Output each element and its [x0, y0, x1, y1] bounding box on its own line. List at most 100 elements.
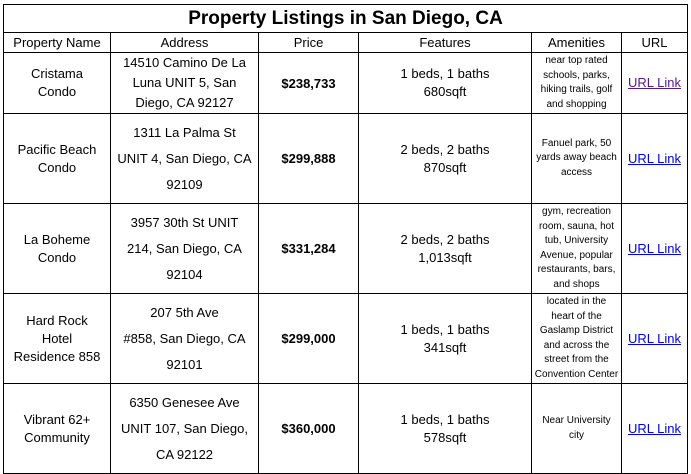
table-row: Pacific Beach Condo 1311 La Palma St UNIT 4… [3, 113, 689, 204]
amenities-cell-line: near top rated [545, 55, 608, 66]
address-cell-line: UNIT 4, San Diego, CA [117, 150, 252, 166]
url-cell: URL Link [620, 113, 689, 204]
property-name-cell: Pacific Beach Condo [3, 113, 111, 204]
features-cell: 2 beds, 2 baths 870sqft [358, 113, 532, 204]
price-cell: $238,733 [258, 52, 359, 114]
url-cell: URL Link [620, 203, 689, 294]
col-header-price: Price [258, 32, 359, 53]
property-name-cell-line: La Boheme [23, 231, 91, 247]
address-cell: 1311 La Palma St UNIT 4, San Diego, CA 921… [110, 113, 259, 204]
table-row: La Boheme Condo 3957 30th St UNIT 214, San … [3, 203, 689, 294]
amenities-cell-line: street from the [544, 354, 609, 365]
address-cell: 207 5th Ave #858, San Diego, CA 92101 [110, 293, 259, 384]
features-cell-line: 1 beds, 1 baths [400, 66, 490, 81]
property-name-cell-line: Cristama [30, 66, 83, 81]
header-row: Property Name Address Price Features Ame… [3, 32, 689, 53]
amenities-cell-line: restaurants, bars, [537, 264, 616, 275]
amenities-cell-line: Gaslamp District [539, 325, 614, 336]
property-name-cell: Vibrant 62+ Community [3, 383, 111, 474]
property-name-cell: Cristama Condo [3, 52, 111, 114]
amenities-cell-line: and shopping [546, 98, 607, 110]
address-cell-line: UNIT 107, San Diego, [121, 420, 248, 436]
amenities-cell-line: Near University [542, 415, 611, 426]
col-header-features: Features [358, 32, 532, 53]
features-cell: 2 beds, 2 baths 1,013sqft [358, 203, 532, 294]
address-cell: 3957 30th St UNIT 214, San Diego, CA 92104 [110, 203, 259, 294]
features-cell-line: 578sqft [423, 429, 467, 445]
amenities-cell-line: Fanuel park, 50 [541, 137, 612, 149]
amenities-cell: located in the heart of the Gaslamp Distri… [531, 293, 622, 384]
amenities-cell-line: yards away beach [536, 152, 617, 164]
amenities-cell-line: access [560, 166, 593, 178]
url-link[interactable]: URL Link [628, 240, 681, 256]
url-cell: URL Link [620, 383, 689, 474]
address-cell-line: 3957 30th St UNIT [130, 214, 239, 230]
property-name-cell-line: Hard Rock [26, 312, 88, 328]
amenities-cell-line: tub, University [544, 235, 609, 246]
amenities-cell-line: Avenue, popular [540, 249, 613, 261]
col-header-url: URL [620, 32, 689, 53]
features-cell-line: 680sqft [423, 84, 467, 99]
table-row: Hard Rock Hotel Residence 858 207 5th Ave #8… [3, 293, 689, 384]
address-cell: 14510 Camino De La Luna UNIT 5, San Diego,… [110, 52, 259, 114]
property-name-cell: Hard Rock Hotel Residence 858 [3, 293, 111, 384]
address-cell-line: CA 92122 [155, 446, 214, 462]
col-header-amenities: Amenities [531, 32, 622, 53]
address-cell-line: 214, San Diego, CA [127, 240, 242, 256]
property-name-cell: La Boheme Condo [3, 203, 111, 294]
amenities-cell-line: heart of the [551, 310, 602, 322]
url-link[interactable]: URL Link [628, 420, 681, 436]
features-cell-line: 1 beds, 1 baths [400, 411, 490, 427]
property-name-cell-line: Condo [37, 84, 77, 99]
address-cell: 6350 Genesee Ave UNIT 107, San Diego, CA 9… [110, 383, 259, 474]
amenities-cell-line: hiking trails, golf [540, 84, 613, 95]
amenities-cell: Fanuel park, 50 yards away beach access [531, 113, 622, 204]
col-header-address: Address [110, 32, 259, 53]
address-cell-line: 1311 La Palma St [133, 124, 236, 140]
amenities-cell-line: and across the [543, 339, 610, 351]
property-name-cell-line: Community [24, 429, 90, 445]
features-cell-line: 870sqft [423, 159, 467, 175]
amenities-cell-line: Convention Center [534, 368, 619, 380]
property-listings-table: Property Listings in San Diego, CA Prope… [2, 4, 689, 474]
col-header-property-name: Property Name [3, 32, 111, 53]
address-cell-line: 207 5th Ave [150, 304, 219, 320]
address-cell-line: #858, San Diego, CA [123, 330, 246, 346]
features-cell-line: 1 beds, 1 baths [400, 321, 490, 337]
address-cell-line: Diego, CA 92127 [135, 95, 234, 110]
amenities-cell-line: room, sauna, hot [538, 220, 615, 232]
address-cell-line: 14510 Camino De La [123, 55, 246, 70]
address-cell-line: 92109 [166, 176, 203, 192]
price-cell: $299,888 [258, 113, 359, 204]
amenities-cell: near top rated schools, parks, hiking trai… [531, 52, 622, 114]
amenities-cell: Near University city [531, 383, 622, 474]
property-name-cell-line: Pacific Beach [17, 141, 97, 157]
amenities-cell-line: and shops [553, 278, 600, 290]
url-cell: URL Link [620, 52, 689, 114]
address-cell-line: Luna UNIT 5, San [132, 75, 237, 90]
amenities-cell-line: gym, recreation [542, 206, 611, 217]
url-cell: URL Link [620, 293, 689, 384]
features-cell: 1 beds, 1 baths 578sqft [358, 383, 532, 474]
url-link[interactable]: URL Link [628, 150, 681, 166]
features-cell-line: 2 beds, 2 baths [400, 141, 490, 157]
features-cell-line: 341sqft [423, 339, 467, 355]
features-cell-line: 2 beds, 2 baths [400, 231, 490, 247]
amenities-cell-line: located in the [546, 296, 607, 307]
property-name-cell-line: Condo [37, 249, 77, 265]
amenities-cell-line: city [569, 429, 584, 441]
address-cell-line: 92104 [166, 266, 203, 282]
url-link[interactable]: URL Link [628, 330, 681, 346]
price-cell: $331,284 [258, 203, 359, 294]
price-cell: $299,000 [258, 293, 359, 384]
features-cell: 1 beds, 1 baths 680sqft [358, 52, 532, 114]
amenities-cell: gym, recreation room, sauna, hot tub, Univ… [531, 203, 622, 294]
features-cell: 1 beds, 1 baths 341sqft [358, 293, 532, 384]
table-row: Cristama Condo 14510 Camino De La Luna UNIT… [3, 52, 689, 114]
table-row: Vibrant 62+ Community 6350 Genesee Ave UNIT… [3, 383, 689, 474]
property-name-cell-line: Condo [37, 159, 77, 175]
address-cell-line: 6350 Genesee Ave [129, 394, 240, 410]
property-name-cell-line: Hotel [41, 330, 73, 346]
property-name-cell-line: Residence 858 [13, 348, 101, 364]
url-link[interactable]: URL Link [628, 75, 681, 90]
